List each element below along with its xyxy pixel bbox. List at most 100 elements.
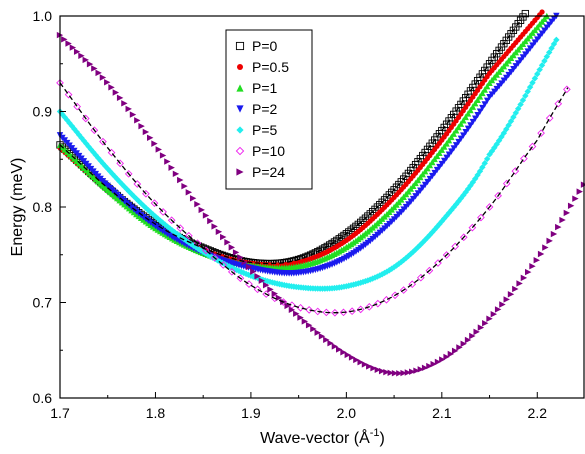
data-point	[348, 354, 356, 361]
data-point	[336, 346, 343, 353]
data-point	[361, 214, 370, 222]
data-point	[353, 356, 360, 364]
data-point	[61, 114, 68, 121]
data-point	[408, 280, 417, 289]
data-point	[483, 97, 491, 105]
data-point	[258, 277, 266, 284]
data-point	[108, 84, 115, 91]
data-point	[396, 370, 403, 377]
data-point	[245, 263, 253, 271]
x-tick-label: 2.2	[528, 405, 548, 421]
data-point	[479, 164, 486, 171]
data-point	[550, 40, 558, 48]
data-point	[486, 315, 493, 322]
data-point	[417, 366, 425, 373]
data-point	[450, 130, 457, 137]
data-point	[69, 44, 77, 51]
data-point	[572, 195, 579, 202]
y-tick-label: 0.8	[33, 199, 53, 215]
series-p-2	[56, 12, 560, 277]
data-point	[305, 306, 313, 314]
data-point	[107, 148, 116, 157]
data-point	[237, 254, 244, 261]
y-tick-label: 1.0	[33, 8, 53, 24]
data-point	[555, 223, 562, 231]
legend-label: P=24	[252, 164, 285, 180]
data-point	[404, 369, 412, 376]
data-point	[318, 333, 326, 340]
data-point	[371, 205, 379, 214]
data-point	[483, 83, 491, 90]
data-point	[109, 170, 116, 178]
data-point	[479, 104, 486, 112]
x-axis-title-main: Wave-vector (Å	[260, 428, 370, 447]
data-point	[73, 128, 80, 136]
data-point	[151, 140, 158, 147]
data-point	[352, 222, 360, 231]
data-point	[452, 201, 460, 208]
data-point	[464, 185, 472, 193]
data-point	[559, 216, 566, 224]
data-point	[297, 314, 304, 321]
data-point	[147, 134, 154, 142]
data-point	[462, 113, 469, 121]
data-point	[387, 369, 394, 377]
data-point	[366, 363, 373, 370]
data-point	[124, 170, 133, 178]
data-point	[81, 114, 90, 123]
x-axis-title-sup: -1	[370, 427, 380, 439]
data-point	[154, 215, 162, 222]
data-point	[348, 307, 356, 316]
data-point	[451, 347, 459, 355]
data-point	[359, 216, 367, 224]
data-point	[430, 360, 437, 368]
data-point	[472, 115, 479, 122]
data-point	[271, 290, 278, 297]
legend-entry: P=0.5	[237, 59, 289, 75]
data-point	[526, 83, 534, 91]
data-point	[510, 113, 517, 121]
data-point	[373, 203, 382, 211]
data-point	[288, 306, 296, 314]
data-point	[460, 192, 467, 199]
data-point	[361, 361, 369, 368]
data-point	[322, 308, 331, 317]
data-point	[365, 302, 374, 311]
data-point	[481, 101, 488, 108]
data-point	[576, 188, 583, 195]
data-point	[494, 191, 502, 200]
data-point	[439, 356, 446, 363]
axes: 1.7 1.8 1.9 2.0 2.1 2.2 0.6 0.7 0.8 0.9 1.0	[33, 8, 548, 421]
legend-label: P=1	[252, 80, 278, 96]
x-tick-label: 1.7	[50, 405, 70, 421]
data-point	[378, 198, 386, 206]
data-point	[354, 220, 362, 229]
data-point	[227, 267, 236, 276]
data-point	[383, 193, 391, 202]
data-point	[481, 159, 488, 167]
data-point	[78, 52, 85, 59]
data-point	[563, 209, 571, 217]
y-axis-title: Energy (meV)	[9, 158, 26, 257]
data-point	[483, 155, 491, 163]
data-point	[339, 308, 348, 317]
data-point	[125, 105, 132, 113]
data-point	[425, 266, 434, 275]
data-point	[469, 103, 477, 110]
data-point	[503, 296, 510, 303]
data-point	[434, 259, 442, 267]
data-point	[133, 180, 142, 188]
data-point	[198, 206, 205, 214]
data-point	[194, 200, 201, 208]
data-point	[202, 212, 210, 219]
data-point	[262, 290, 271, 298]
data-point	[474, 96, 481, 103]
data-point	[512, 285, 519, 293]
x-axis-title-close: )	[380, 430, 385, 447]
data-point	[553, 36, 560, 44]
data-point	[176, 232, 183, 239]
data-point	[529, 263, 536, 270]
data-point	[538, 62, 546, 69]
data-point	[176, 224, 185, 232]
x-tick-label: 1.8	[146, 405, 166, 421]
